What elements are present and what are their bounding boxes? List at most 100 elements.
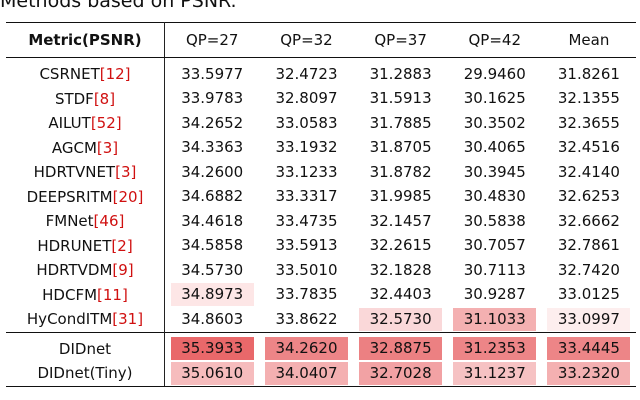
value-cell: 31.8782	[354, 160, 448, 185]
value-cell: 31.2353	[447, 331, 542, 361]
value: 31.5913	[369, 89, 432, 108]
value: 32.4516	[557, 138, 620, 157]
value-cell: 32.1828	[354, 258, 448, 283]
method-cell: DIDnet(Tiny)	[6, 361, 165, 387]
value: 30.5838	[463, 211, 526, 230]
value: 34.4618	[181, 211, 244, 230]
method-cell: DIDnet	[6, 331, 165, 361]
method-name: HDRTVNET	[33, 163, 116, 182]
value: 32.1828	[369, 260, 432, 279]
value-cell: 34.6882	[165, 185, 260, 210]
value-cell: 32.1457	[354, 209, 448, 234]
method-name: HyCondITM	[26, 310, 113, 329]
value: 32.8097	[275, 89, 338, 108]
value-cell: 32.4516	[542, 136, 636, 161]
value: 33.1932	[275, 138, 338, 157]
value-cell: 33.4445	[541, 331, 636, 361]
value: 33.0583	[275, 113, 338, 132]
value-cell: 32.7861	[542, 234, 636, 259]
citation: [52]	[90, 114, 122, 133]
value-cell: 33.9783	[165, 87, 260, 112]
value: 33.5010	[275, 260, 338, 279]
value-cell: 29.9460	[448, 58, 542, 87]
value-cell: 30.1625	[448, 87, 542, 112]
row: DEEPSRITM[20] 34.6882 33.3317 31.9985 30.483…	[6, 184, 636, 210]
citation: [31]	[112, 310, 144, 329]
method-cell: FMNet[46]	[6, 209, 165, 234]
value-cell: 33.3317	[259, 185, 353, 210]
method-name: AGCM	[51, 138, 97, 157]
value-cell: 33.0125	[542, 283, 636, 308]
value: 34.8603	[181, 309, 244, 328]
value: 33.7835	[275, 285, 338, 304]
value: 33.8622	[275, 309, 338, 328]
value-cell: 34.3363	[165, 136, 260, 161]
value-cell: 32.5730	[354, 307, 448, 332]
method-name: FMNet	[45, 212, 94, 231]
value: 33.3317	[275, 187, 338, 206]
value-cell: 33.1932	[259, 136, 353, 161]
value-cell: 34.8603	[165, 307, 260, 332]
value: 33.4735	[275, 211, 338, 230]
row: STDF[8] 33.9783 32.8097 31.5913 30.1625 32.13…	[6, 86, 636, 112]
value-cell: 30.7113	[448, 258, 542, 283]
value-cell: 32.4140	[542, 160, 636, 185]
method-name: HDCFM	[42, 285, 98, 304]
value: 34.8973	[170, 283, 254, 307]
method-name: CSRNET	[39, 65, 100, 84]
value-cell: 33.8622	[259, 307, 353, 332]
value-cell: 32.2615	[354, 234, 448, 259]
value-cell: 31.5913	[354, 87, 448, 112]
method-name: STDF	[54, 89, 94, 108]
method-cell: STDF[8]	[6, 86, 165, 111]
citation: [46]	[93, 212, 125, 231]
value-cell: 34.5730	[165, 258, 260, 283]
citation: [3]	[96, 138, 119, 157]
value-cell: 34.8973	[165, 283, 260, 308]
value: 30.1625	[463, 89, 526, 108]
value-cell: 31.8705	[354, 136, 448, 161]
value: 34.2620	[265, 337, 348, 361]
row: HyCondITM[31] 34.8603 33.8622 32.5730 31.103…	[6, 307, 636, 332]
value: 32.3655	[557, 113, 620, 132]
citation: [3]	[115, 163, 137, 182]
value-cell: 33.5977	[165, 58, 260, 87]
value-cell: 30.4830	[448, 185, 542, 210]
method-name: HDRUNET	[37, 236, 112, 255]
value: 34.0407	[265, 361, 348, 385]
value-cell: 32.7028	[353, 361, 448, 387]
value-cell: 33.1233	[259, 160, 353, 185]
value-cell: 30.3945	[448, 160, 542, 185]
value: 30.7113	[463, 260, 526, 279]
value: 33.5913	[275, 236, 338, 255]
citation: [11]	[97, 285, 128, 304]
value: 34.2652	[181, 113, 244, 132]
value-cell: 32.8097	[259, 87, 353, 112]
value: 32.1457	[369, 211, 432, 230]
method-cell: AGCM[3]	[6, 135, 165, 160]
method-cell: HDRUNET[2]	[6, 233, 165, 258]
value: 32.4403	[369, 285, 432, 304]
row: AILUT[52] 34.2652 33.0583 31.7885 30.3502 32.…	[6, 111, 636, 136]
value-cell: 34.5858	[165, 234, 260, 259]
citation: [9]	[112, 261, 134, 280]
citation: [20]	[112, 187, 144, 206]
value: 32.5730	[359, 307, 443, 331]
row: DIDnet 35.3933 34.2620 32.8875 31.2353 33.444…	[6, 331, 636, 361]
value-cell: 31.9985	[354, 185, 448, 210]
row: DIDnet(Tiny) 35.0610 34.0407 32.7028 31.1237…	[6, 361, 636, 387]
value-cell: 34.0407	[259, 361, 354, 387]
value: 33.5977	[181, 64, 244, 83]
method-cell: AILUT[52]	[6, 111, 165, 136]
row: HDRTVDM[9] 34.5730 33.5010 32.1828 30.7113 32…	[6, 258, 636, 283]
value: 29.9460	[463, 64, 526, 83]
value: 34.6882	[181, 187, 244, 206]
value: 34.3363	[181, 138, 244, 157]
table-body: Metric(PSNR) QP=27 QP=32 QP=37 QP=42 Mean CSRN…	[6, 22, 636, 387]
value-cell: 31.7885	[354, 111, 448, 136]
caption: Methods based on PSNR.	[0, 0, 237, 12]
value: 30.3945	[463, 162, 526, 181]
citation: [8]	[93, 89, 116, 108]
value-cell: 33.7835	[259, 283, 353, 308]
